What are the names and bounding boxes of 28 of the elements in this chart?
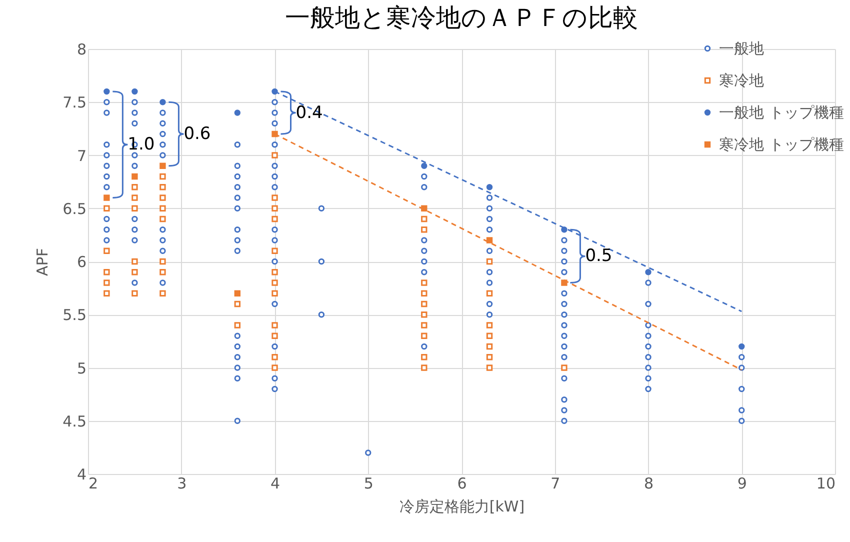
x-tick-label: 3	[177, 474, 187, 492]
x-tick-label: 2	[88, 474, 98, 492]
y-tick-label: 6.5	[62, 200, 86, 218]
x-tick-label: 5	[364, 474, 374, 492]
x-axis-title: 冷房定格能力[kW]	[399, 498, 525, 516]
x-tick-label: 4	[270, 474, 280, 492]
legend-label: 寒冷地 トップ機種	[719, 136, 844, 154]
annotation: 0.5	[585, 246, 612, 266]
y-tick-label: 8	[76, 40, 86, 58]
y-tick-label: 7.5	[62, 94, 86, 112]
x-tick-label: 8	[644, 474, 654, 492]
y-tick-label: 6	[76, 253, 86, 271]
x-tick-label: 6	[457, 474, 467, 492]
y-tick-label: 5.5	[62, 306, 86, 324]
y-tick-label: 7	[76, 146, 86, 165]
legend-label: 寒冷地	[719, 72, 764, 90]
annotation: 0.4	[296, 102, 323, 123]
x-tick-label: 7	[550, 474, 560, 492]
x-tick-label: 10	[816, 474, 836, 492]
x-tick-label: 9	[737, 474, 747, 492]
y-axis-title: APF	[34, 248, 52, 276]
chart-title: 一般地と寒冷地のＡＰＦの比較	[285, 3, 638, 32]
y-tick-label: 4.5	[62, 412, 86, 430]
y-tick-label: 5	[76, 359, 86, 378]
legend-label: 一般地	[719, 40, 764, 58]
annotation: 1.0	[128, 134, 155, 155]
legend-label: 一般地 トップ機種	[719, 104, 844, 122]
annotation: 0.6	[184, 124, 211, 144]
